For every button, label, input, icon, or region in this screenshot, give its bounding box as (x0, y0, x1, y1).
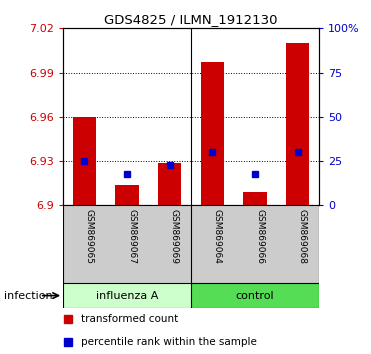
Bar (191, 283, 319, 308)
Bar (243, 192, 267, 205)
Text: influenza A: influenza A (96, 291, 158, 301)
Bar (115, 185, 139, 205)
Title: GDS4825 / ILMN_1912130: GDS4825 / ILMN_1912130 (104, 13, 278, 26)
Bar (201, 62, 224, 205)
Bar (276, 205, 319, 283)
Text: percentile rank within the sample: percentile rank within the sample (81, 337, 257, 348)
Bar (148, 205, 191, 283)
Text: infection: infection (4, 291, 52, 301)
Bar (191, 205, 234, 283)
Text: control: control (236, 291, 275, 301)
Text: GSM869067: GSM869067 (127, 209, 136, 264)
Text: transformed count: transformed count (81, 314, 178, 325)
Bar (158, 162, 181, 205)
Bar (63, 283, 191, 308)
Text: GSM869064: GSM869064 (212, 209, 221, 264)
Bar (234, 205, 276, 283)
Text: GSM869065: GSM869065 (85, 209, 93, 264)
Bar (286, 43, 309, 205)
Text: GSM869069: GSM869069 (170, 209, 179, 264)
Bar (73, 117, 96, 205)
Text: GSM869066: GSM869066 (255, 209, 264, 264)
Bar (106, 205, 148, 283)
Text: GSM869068: GSM869068 (298, 209, 307, 264)
Bar (63, 205, 106, 283)
